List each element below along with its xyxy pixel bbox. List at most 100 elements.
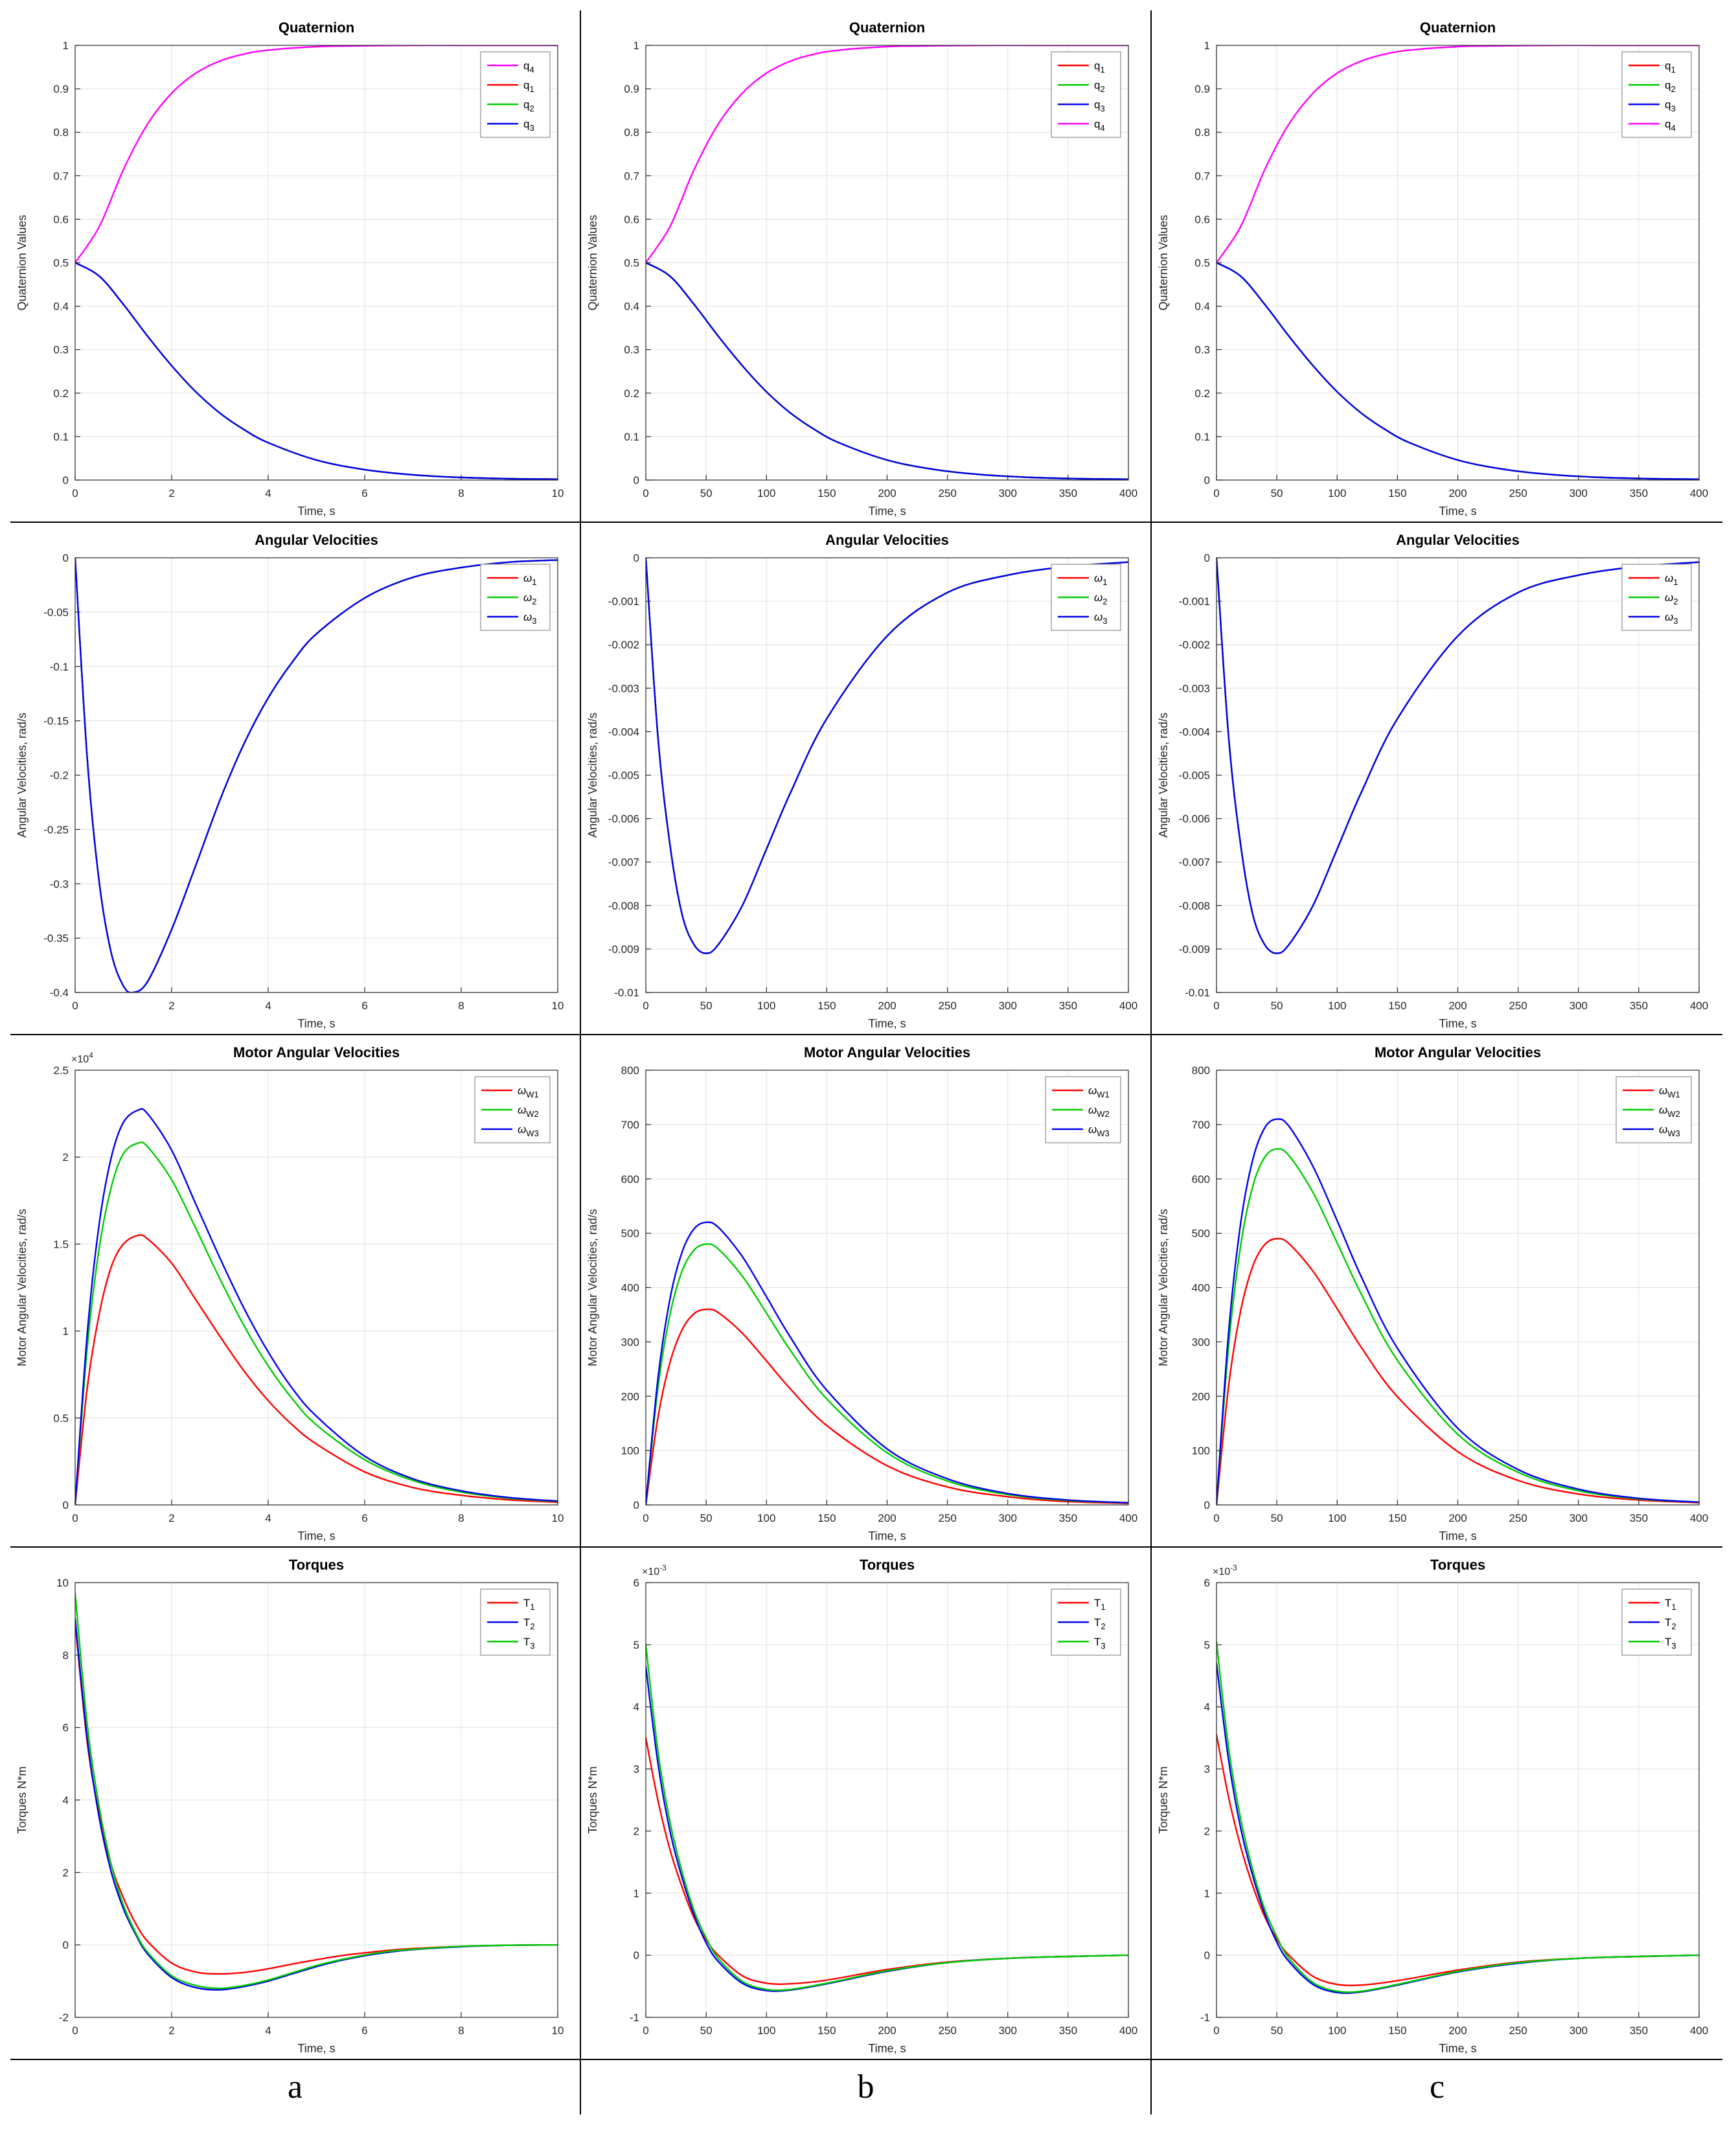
x-tick-labels: 0 50 100 150 200 250 300 350 400 bbox=[643, 1512, 1137, 1524]
svg-text:0: 0 bbox=[634, 552, 639, 564]
legend-entry: ω3 bbox=[1058, 611, 1107, 626]
series-lines bbox=[75, 1592, 558, 1991]
svg-text:250: 250 bbox=[938, 1512, 956, 1524]
svg-text:0: 0 bbox=[1213, 487, 1219, 499]
column-label-cell-3: c bbox=[1152, 2060, 1722, 2115]
svg-text:10: 10 bbox=[56, 1577, 69, 1589]
svg-text:350: 350 bbox=[1059, 1512, 1077, 1524]
column-label: a bbox=[287, 2069, 303, 2105]
svg-text:0.6: 0.6 bbox=[624, 213, 639, 225]
svg-text:250: 250 bbox=[1509, 1512, 1527, 1524]
svg-text:1: 1 bbox=[63, 40, 69, 52]
svg-text:-0.05: -0.05 bbox=[43, 606, 69, 619]
svg-text:4: 4 bbox=[63, 1794, 69, 1807]
series-line-3 bbox=[75, 558, 558, 992]
legend-entry: q2 bbox=[1628, 79, 1676, 94]
svg-text:0.6: 0.6 bbox=[53, 213, 69, 225]
svg-text:700: 700 bbox=[621, 1119, 639, 1131]
series-line-3 bbox=[1216, 262, 1699, 480]
svg-text:0.5: 0.5 bbox=[624, 257, 639, 269]
legend-entry: ω2 bbox=[1628, 591, 1678, 606]
column-label-cell-2: b bbox=[581, 2060, 1152, 2115]
svg-text:200: 200 bbox=[1192, 1390, 1210, 1403]
legend-label: ω2 bbox=[523, 591, 536, 606]
svg-text:2: 2 bbox=[168, 1000, 174, 1012]
svg-text:4: 4 bbox=[265, 1000, 271, 1012]
y-tick-labels: 0 0.1 0.2 0.3 0.4 0.5 0.6 0.7 0.8 0.9 1 bbox=[1194, 40, 1210, 487]
legend-label: ω1 bbox=[1094, 572, 1107, 587]
svg-text:0.7: 0.7 bbox=[1194, 170, 1210, 182]
legend-label: ω1 bbox=[1665, 572, 1678, 587]
svg-text:250: 250 bbox=[1509, 487, 1527, 499]
svg-text:0: 0 bbox=[1204, 474, 1210, 487]
svg-text:350: 350 bbox=[1630, 487, 1648, 499]
tick-marks bbox=[1216, 1070, 1700, 1506]
legend-entry: q3 bbox=[1058, 98, 1105, 113]
column-label: b bbox=[857, 2069, 874, 2105]
legend-label: T1 bbox=[1665, 1597, 1676, 1612]
svg-text:-0.005: -0.005 bbox=[1179, 770, 1210, 782]
legend: ωW1 ωW2 ωW3 bbox=[474, 1076, 551, 1143]
legend-entry: ωW2 bbox=[1623, 1104, 1680, 1119]
svg-text:0.2: 0.2 bbox=[53, 387, 69, 400]
chart-title: Quaternion bbox=[1420, 19, 1496, 36]
svg-text:0.6: 0.6 bbox=[1194, 213, 1210, 225]
svg-text:400: 400 bbox=[1119, 1512, 1137, 1524]
svg-text:200: 200 bbox=[878, 2024, 896, 2037]
chart-svg-b3: 0 50 100 150 200 250 300 350 400 0 100 200 300 400 500… bbox=[586, 1044, 1137, 1542]
svg-text:250: 250 bbox=[1509, 1000, 1527, 1012]
legend-entry: ωW3 bbox=[1623, 1123, 1680, 1138]
svg-text:-0.15: -0.15 bbox=[43, 715, 69, 728]
legend: ω1 ω2 ω3 bbox=[1051, 564, 1121, 631]
svg-text:100: 100 bbox=[757, 487, 775, 499]
svg-text:150: 150 bbox=[817, 1512, 836, 1524]
series-lines bbox=[75, 45, 558, 480]
legend-entry: T3 bbox=[1058, 1636, 1106, 1651]
svg-text:0: 0 bbox=[1213, 2024, 1219, 2037]
svg-text:150: 150 bbox=[1388, 1000, 1406, 1012]
svg-text:0: 0 bbox=[72, 487, 78, 499]
legend-label: q3 bbox=[523, 118, 534, 133]
svg-text:350: 350 bbox=[1059, 2024, 1077, 2037]
svg-text:-0.004: -0.004 bbox=[608, 726, 639, 738]
svg-text:150: 150 bbox=[817, 2024, 836, 2037]
legend-label: q1 bbox=[523, 79, 534, 94]
chart-title: Quaternion bbox=[849, 19, 925, 36]
x-axis-label: Time, s bbox=[868, 1017, 906, 1030]
svg-text:2: 2 bbox=[634, 1825, 639, 1837]
series-line-1 bbox=[646, 1308, 1128, 1505]
y-tick-labels: 0 0.5 1 1.5 2 2.5 bbox=[53, 1064, 69, 1511]
svg-text:400: 400 bbox=[1192, 1282, 1210, 1294]
legend-label: q4 bbox=[523, 60, 534, 75]
x-tick-labels: 0 50 100 150 200 250 300 350 400 bbox=[1213, 487, 1708, 499]
svg-text:300: 300 bbox=[1570, 2024, 1588, 2037]
svg-text:0.1: 0.1 bbox=[53, 431, 69, 443]
svg-text:400: 400 bbox=[1119, 1000, 1137, 1012]
legend-label: ω1 bbox=[523, 572, 536, 587]
tick-marks bbox=[1216, 45, 1700, 481]
svg-text:0.9: 0.9 bbox=[1194, 83, 1210, 95]
y-axis-label: Angular Velocities, rad/s bbox=[16, 713, 29, 838]
svg-text:-0.008: -0.008 bbox=[608, 900, 639, 912]
series-lines bbox=[646, 1221, 1128, 1505]
svg-text:300: 300 bbox=[999, 1000, 1017, 1012]
legend-label: ω3 bbox=[1094, 611, 1107, 626]
tick-marks bbox=[1216, 1582, 1700, 2018]
svg-text:2: 2 bbox=[168, 2024, 174, 2037]
series-lines bbox=[75, 558, 558, 992]
svg-text:-0.35: -0.35 bbox=[43, 932, 69, 945]
svg-text:0: 0 bbox=[634, 474, 639, 487]
x-axis-label: Time, s bbox=[297, 1530, 335, 1542]
legend-label: T1 bbox=[1094, 1597, 1106, 1612]
chart-svg-c3: 0 50 100 150 200 250 300 350 400 0 100 200 300 400 500… bbox=[1157, 1044, 1708, 1542]
legend-label: q4 bbox=[1665, 118, 1676, 133]
y-axis-label: Motor Angular Velocities, rad/s bbox=[1157, 1209, 1170, 1366]
legend-label: ωW1 bbox=[1659, 1084, 1680, 1099]
tick-marks bbox=[645, 1070, 1129, 1506]
svg-text:0.5: 0.5 bbox=[53, 1412, 69, 1425]
svg-text:250: 250 bbox=[938, 1000, 956, 1012]
series-line-2 bbox=[646, 1243, 1128, 1505]
legend-entry: ω2 bbox=[1058, 591, 1107, 606]
y-tick-labels: 0 -0.001 -0.002 -0.003 -0.004 -0.005 -0.006 -0.… bbox=[1179, 552, 1210, 999]
